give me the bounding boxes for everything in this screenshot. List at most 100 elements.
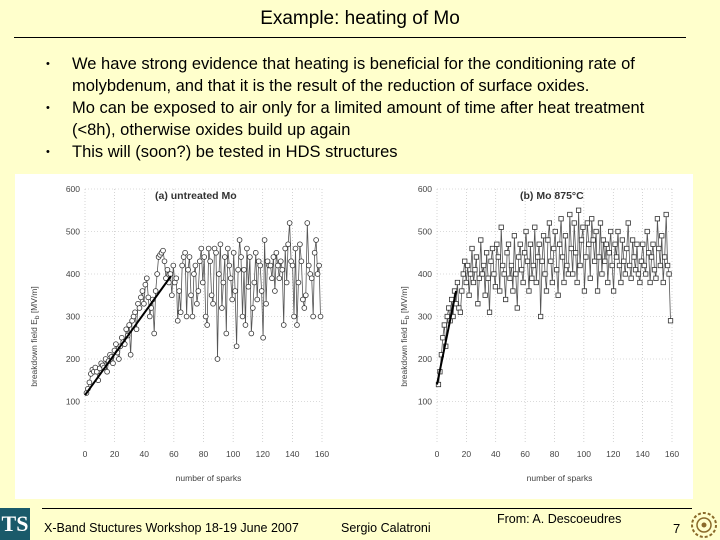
chart-a-point	[251, 279, 258, 286]
chart-b-point	[602, 258, 608, 264]
chart-b-point	[646, 250, 652, 256]
chart-a-point	[217, 241, 224, 248]
chart-b-point	[457, 309, 463, 315]
chart-b-point	[476, 275, 482, 281]
chart-a-ytick-label: 300	[66, 312, 80, 322]
chart-a-point	[186, 254, 193, 260]
chart-a-point	[123, 326, 130, 333]
chart-b-point	[667, 318, 674, 324]
bullet-glyph: •	[46, 146, 50, 158]
chart-b-point	[469, 245, 475, 252]
chart-b-point	[594, 288, 601, 294]
chart-a-xtick-label: 140	[285, 449, 299, 459]
chart-a-point	[154, 271, 160, 277]
chart-b-point	[600, 237, 606, 243]
chart-a-point	[263, 300, 269, 307]
chart-a-point	[301, 305, 308, 311]
chart-b-point	[488, 258, 494, 264]
chart-b-point	[513, 271, 519, 277]
chart-a-xtick-label: 80	[199, 449, 209, 459]
chart-a-point	[229, 296, 236, 303]
chart-a-xtick-label: 120	[256, 449, 270, 459]
chart-a-point	[254, 296, 261, 303]
chart-b-point	[665, 262, 671, 269]
chart-b-point	[609, 262, 615, 269]
chart-b-point	[507, 275, 513, 281]
chart-b-point	[625, 220, 631, 226]
chart-figure: 100 200 300 400 500 600 0 20 40 60 80 100 120 140 160(…	[15, 174, 693, 499]
chart-b-point	[510, 288, 516, 294]
chart-a-xtick-label: 100	[226, 449, 240, 459]
bullet-item: • Mo can be exposed to air only for a li…	[40, 97, 680, 141]
chart-b-point	[657, 262, 663, 269]
chart-b-point	[577, 262, 583, 269]
chart-a-point	[247, 254, 253, 260]
chart-a-point	[160, 247, 166, 254]
chart-a-point	[197, 258, 203, 265]
chart-b-point	[555, 292, 561, 298]
chart-b-point	[644, 228, 650, 235]
chart-a-point	[222, 254, 228, 260]
chart-a-point	[198, 245, 205, 252]
chart-b-point	[539, 258, 545, 264]
chart-a-point	[216, 271, 222, 277]
chart-a-xtick-label: 160	[315, 449, 329, 459]
chart-a-point	[86, 379, 93, 386]
chart-a-point	[292, 245, 299, 252]
chart-a-point	[272, 288, 278, 294]
chart-b-point	[463, 279, 469, 286]
chart-a-point	[214, 356, 221, 362]
chart-a-point	[161, 258, 168, 265]
chart-a-point	[205, 245, 212, 252]
chart-a-title: (a) untreated Mo	[155, 190, 237, 202]
chart-b-point	[491, 271, 497, 277]
chart-b-point	[580, 224, 586, 230]
chart-a-point	[294, 322, 300, 328]
chart-b-point	[478, 237, 484, 243]
chart-b-point	[446, 305, 452, 311]
chart-a-point	[174, 317, 181, 324]
chart-b-point	[574, 279, 580, 286]
chart-a-point	[219, 305, 225, 311]
chart-b-point	[542, 271, 548, 277]
chart-a-point	[177, 309, 184, 316]
chart-b-point	[479, 271, 485, 277]
chart-b-point	[482, 292, 488, 298]
chart-b-point	[494, 241, 500, 247]
chart-a-point	[261, 237, 268, 243]
chart-b-ylabel-unit: [MV/m]	[399, 286, 409, 315]
chart-b-point	[613, 254, 620, 260]
chart-b-point	[527, 241, 534, 247]
chart-a-point	[226, 262, 233, 269]
chart-b-point	[603, 241, 609, 247]
chart-a-point	[127, 351, 134, 358]
chart-a-point	[104, 368, 110, 375]
bullet-text: We have strong evidence that heating is …	[72, 55, 635, 95]
chart-a-ytick-label: 100	[66, 397, 80, 407]
chart-b-point	[615, 228, 621, 235]
chart-a-point	[183, 313, 190, 320]
chart-a-point	[298, 258, 305, 265]
chart-b-xtick-label: 60	[520, 449, 530, 459]
chart-a-point	[113, 341, 119, 347]
footer-divider	[42, 508, 692, 509]
chart-b-point	[549, 279, 555, 286]
chart-a-point	[273, 249, 280, 256]
chart-a-point	[169, 292, 175, 299]
chart-b-point	[489, 245, 496, 252]
chart-b-point	[536, 241, 542, 247]
chart-b-point	[529, 275, 535, 281]
footer-credit: From: A. Descoeudres	[497, 512, 622, 526]
chart-a-point	[230, 249, 237, 256]
chart-b-point	[517, 241, 523, 247]
chart-b-point	[647, 279, 653, 286]
bullet-list: • We have strong evidence that heating i…	[40, 53, 680, 163]
chart-a-point	[245, 283, 252, 290]
chart-a-point	[235, 266, 241, 273]
chart-b-point	[554, 267, 560, 273]
chart-b-point	[516, 254, 522, 260]
chart-b-point	[497, 288, 503, 294]
chart-b-xlabel: number of sparks	[527, 473, 593, 483]
chart-b-point	[532, 224, 538, 230]
chart-b-point	[533, 279, 539, 286]
